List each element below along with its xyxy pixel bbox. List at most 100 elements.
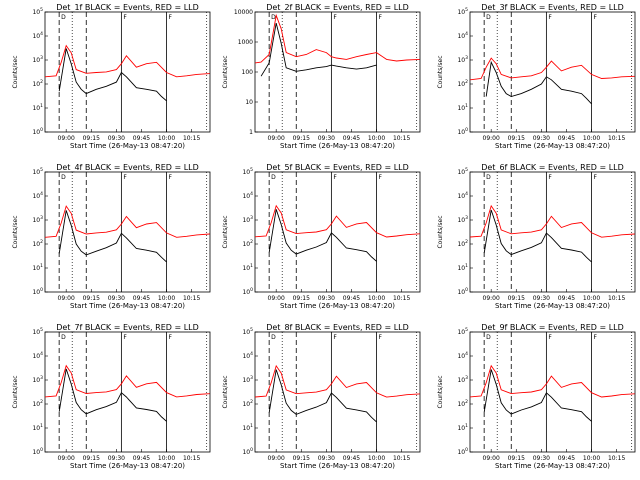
x-tick-label: 09:45	[343, 135, 360, 142]
x-tick-label: 09:30	[108, 455, 125, 462]
marker-letter: F	[123, 14, 127, 21]
x-tick-label: 10:00	[158, 295, 175, 302]
x-tick-label: 09:30	[108, 295, 125, 302]
lld-series-line	[45, 205, 210, 238]
x-tick-label: 09:00	[268, 135, 285, 142]
y-tick-label: 100	[32, 287, 43, 296]
y-tick-label: 100	[242, 69, 254, 76]
marker-letter: D	[486, 334, 491, 341]
panel: Det_7f BLACK = Events, RED = LLD 100 101 10…	[12, 323, 211, 470]
marker-letter: F	[594, 174, 598, 181]
y-tick-label: 104	[32, 31, 43, 40]
x-axis-label: Start Time (26-May-13 08:47:20)	[280, 462, 395, 470]
x-tick-label: 09:00	[483, 295, 500, 302]
events-series-line	[485, 60, 592, 105]
y-tick-label: 104	[457, 191, 468, 200]
panel-title: Det_9f BLACK = Events, RED = LLD	[481, 323, 624, 332]
y-axis-label: Counts/sec	[222, 215, 229, 248]
marker-letter: F	[333, 334, 337, 341]
y-tick-label: 105	[32, 167, 43, 176]
y-tick-label: 101	[32, 263, 43, 272]
y-tick-label: 101	[242, 423, 253, 432]
panel: Det_8f BLACK = Events, RED = LLD 100 101 10…	[222, 323, 421, 470]
x-tick-label: 10:00	[368, 135, 385, 142]
x-tick-label: 10:15	[608, 135, 625, 142]
panel: Det_3f BLACK = Events, RED = LLD 100 101 10…	[437, 3, 636, 150]
events-series-line	[260, 22, 377, 77]
y-tick-label: 100	[457, 447, 468, 456]
panel: Det_5f BLACK = Events, RED = LLD 100 101 10…	[222, 163, 421, 310]
y-tick-label: 104	[457, 351, 468, 360]
y-tick-label: 103	[457, 215, 468, 224]
x-tick-label: 10:15	[183, 455, 200, 462]
panel-title: Det_2f BLACK = Events, RED = LLD	[266, 3, 409, 12]
x-tick-label: 09:15	[293, 135, 310, 142]
x-tick-label: 09:00	[58, 455, 75, 462]
x-tick-label: 10:00	[368, 295, 385, 302]
events-series-line	[268, 369, 377, 423]
lld-series-line	[470, 364, 635, 398]
x-tick-label: 10:15	[608, 455, 625, 462]
x-tick-label: 09:15	[293, 455, 310, 462]
x-tick-label: 10:15	[183, 295, 200, 302]
panel: Det_2f BLACK = Events, RED = LLD 1 10 100 10…	[222, 3, 421, 150]
x-tick-label: 09:00	[483, 135, 500, 142]
x-tick-label: 09:45	[133, 135, 150, 142]
panel-title: Det_8f BLACK = Events, RED = LLD	[266, 323, 409, 332]
x-tick-label: 09:15	[83, 295, 100, 302]
panel: Det_1f BLACK = Events, RED = LLD 100 101 10…	[12, 3, 211, 150]
x-tick-label: 10:15	[393, 455, 410, 462]
y-tick-label: 1000	[238, 39, 253, 46]
marker-letter: F	[548, 174, 552, 181]
x-axis-label: Start Time (26-May-13 08:47:20)	[70, 462, 185, 470]
y-tick-label: 102	[32, 79, 43, 88]
x-tick-label: 09:30	[108, 135, 125, 142]
x-tick-label: 09:30	[318, 295, 335, 302]
y-tick-label: 102	[242, 399, 253, 408]
y-tick-label: 104	[242, 351, 253, 360]
y-tick-label: 100	[242, 287, 253, 296]
lld-series-line	[470, 204, 635, 238]
x-tick-label: 10:15	[183, 135, 200, 142]
panel-title: Det_4f BLACK = Events, RED = LLD	[56, 163, 199, 172]
marker-letter: F	[594, 14, 598, 21]
lld-series-line	[255, 364, 420, 398]
marker-letter: F	[169, 14, 173, 21]
x-tick-label: 09:45	[133, 455, 150, 462]
y-tick-label: 105	[457, 327, 468, 336]
y-tick-label: 105	[32, 327, 43, 336]
x-axis-label: Start Time (26-May-13 08:47:20)	[495, 302, 610, 310]
y-tick-label: 101	[457, 423, 468, 432]
y-tick-label: 103	[32, 55, 43, 64]
marker-letter: F	[594, 334, 598, 341]
x-tick-label: 09:30	[318, 135, 335, 142]
y-tick-label: 100	[32, 447, 43, 456]
x-tick-label: 09:30	[533, 295, 550, 302]
events-series-line	[58, 368, 167, 422]
y-tick-label: 102	[32, 239, 43, 248]
marker-letter: D	[61, 334, 66, 341]
marker-letter: F	[123, 334, 127, 341]
y-tick-label: 104	[32, 191, 43, 200]
y-tick-label: 104	[457, 31, 468, 40]
x-tick-label: 09:30	[318, 455, 335, 462]
x-tick-label: 09:30	[533, 455, 550, 462]
x-tick-label: 10:15	[608, 295, 625, 302]
events-series-line	[268, 209, 377, 262]
x-tick-label: 10:00	[158, 135, 175, 142]
marker-letter: D	[486, 174, 491, 181]
lld-series-line	[255, 204, 420, 238]
x-tick-label: 10:00	[583, 455, 600, 462]
plot-frame	[254, 171, 421, 293]
marker-letter: F	[169, 174, 173, 181]
events-series-line	[483, 209, 592, 263]
panel: Det_6f BLACK = Events, RED = LLD 100 101 10…	[437, 163, 636, 310]
x-tick-label: 10:00	[583, 295, 600, 302]
y-tick-label: 104	[242, 191, 253, 200]
y-tick-label: 105	[242, 167, 253, 176]
y-tick-label: 100	[242, 447, 253, 456]
y-tick-label: 103	[457, 375, 468, 384]
y-tick-label: 101	[457, 103, 468, 112]
plot-frame	[254, 331, 421, 453]
